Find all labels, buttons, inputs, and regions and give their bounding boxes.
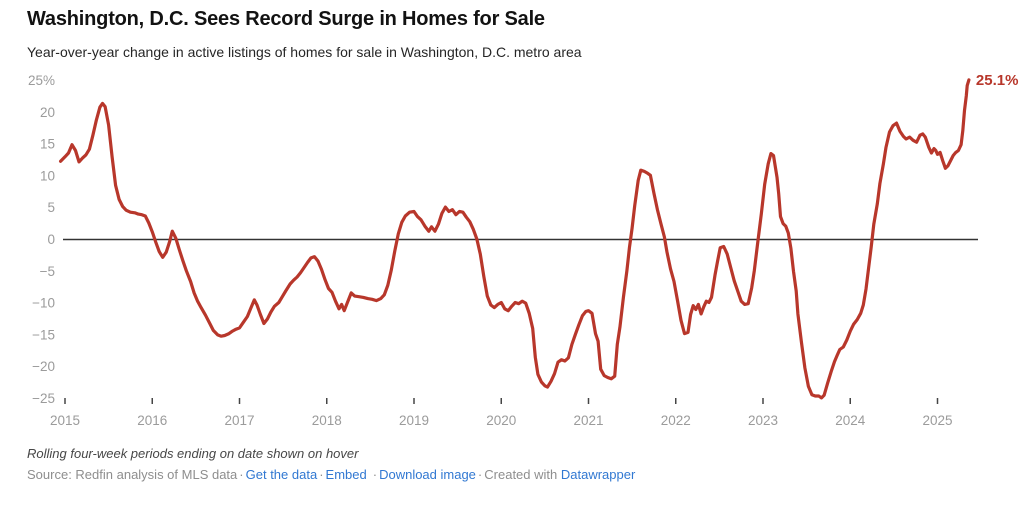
y-tick-label: −5 <box>40 264 55 279</box>
chart-subtitle: Year-over-year change in active listings… <box>27 44 582 60</box>
created-with-text: Created with <box>484 467 558 482</box>
y-tick-label: 25% <box>28 73 55 88</box>
y-tick-label: −10 <box>32 296 55 311</box>
x-tick-label: 2017 <box>224 413 254 428</box>
x-tick-label: 2022 <box>661 413 691 428</box>
datawrapper-link[interactable]: Datawrapper <box>560 467 636 482</box>
chart-note: Rolling four-week periods ending on date… <box>27 446 359 461</box>
x-tick-label: 2016 <box>137 413 167 428</box>
source-text: Source: Redfin analysis of MLS data <box>27 467 238 482</box>
embed-link[interactable]: Embed <box>325 467 367 482</box>
y-tick-label: 15 <box>40 137 55 152</box>
x-tick-label: 2015 <box>50 413 80 428</box>
y-tick-label: −25 <box>32 391 55 406</box>
separator-dot: · <box>319 467 324 482</box>
y-tick-label: −15 <box>32 327 55 342</box>
separator-dot: · <box>477 467 483 482</box>
separator-dot: · <box>372 467 378 482</box>
x-tick-label: 2018 <box>312 413 342 428</box>
x-tick-label: 2020 <box>486 413 516 428</box>
x-tick-label: 2025 <box>922 413 952 428</box>
end-value-label: 25.1% <box>976 72 1019 89</box>
download-image-link[interactable]: Download image <box>379 467 476 482</box>
x-tick-label: 2023 <box>748 413 778 428</box>
x-tick-label: 2024 <box>835 413 866 428</box>
x-tick-label: 2021 <box>573 413 603 428</box>
x-tick-label: 2019 <box>399 413 429 428</box>
y-tick-label: 10 <box>40 168 55 183</box>
y-tick-label: 5 <box>47 200 55 215</box>
get-the-data-link[interactable]: Get the data <box>245 467 318 482</box>
y-tick-label: 20 <box>40 105 55 120</box>
y-tick-label: −20 <box>32 359 55 374</box>
separator-dot: · <box>239 467 244 482</box>
series-line[interactable] <box>59 78 971 400</box>
y-tick-label: 0 <box>47 232 55 247</box>
page-title: Washington, D.C. Sees Record Surge in Ho… <box>27 8 545 30</box>
source-line: Source: Redfin analysis of MLS data · Get … <box>27 467 635 482</box>
